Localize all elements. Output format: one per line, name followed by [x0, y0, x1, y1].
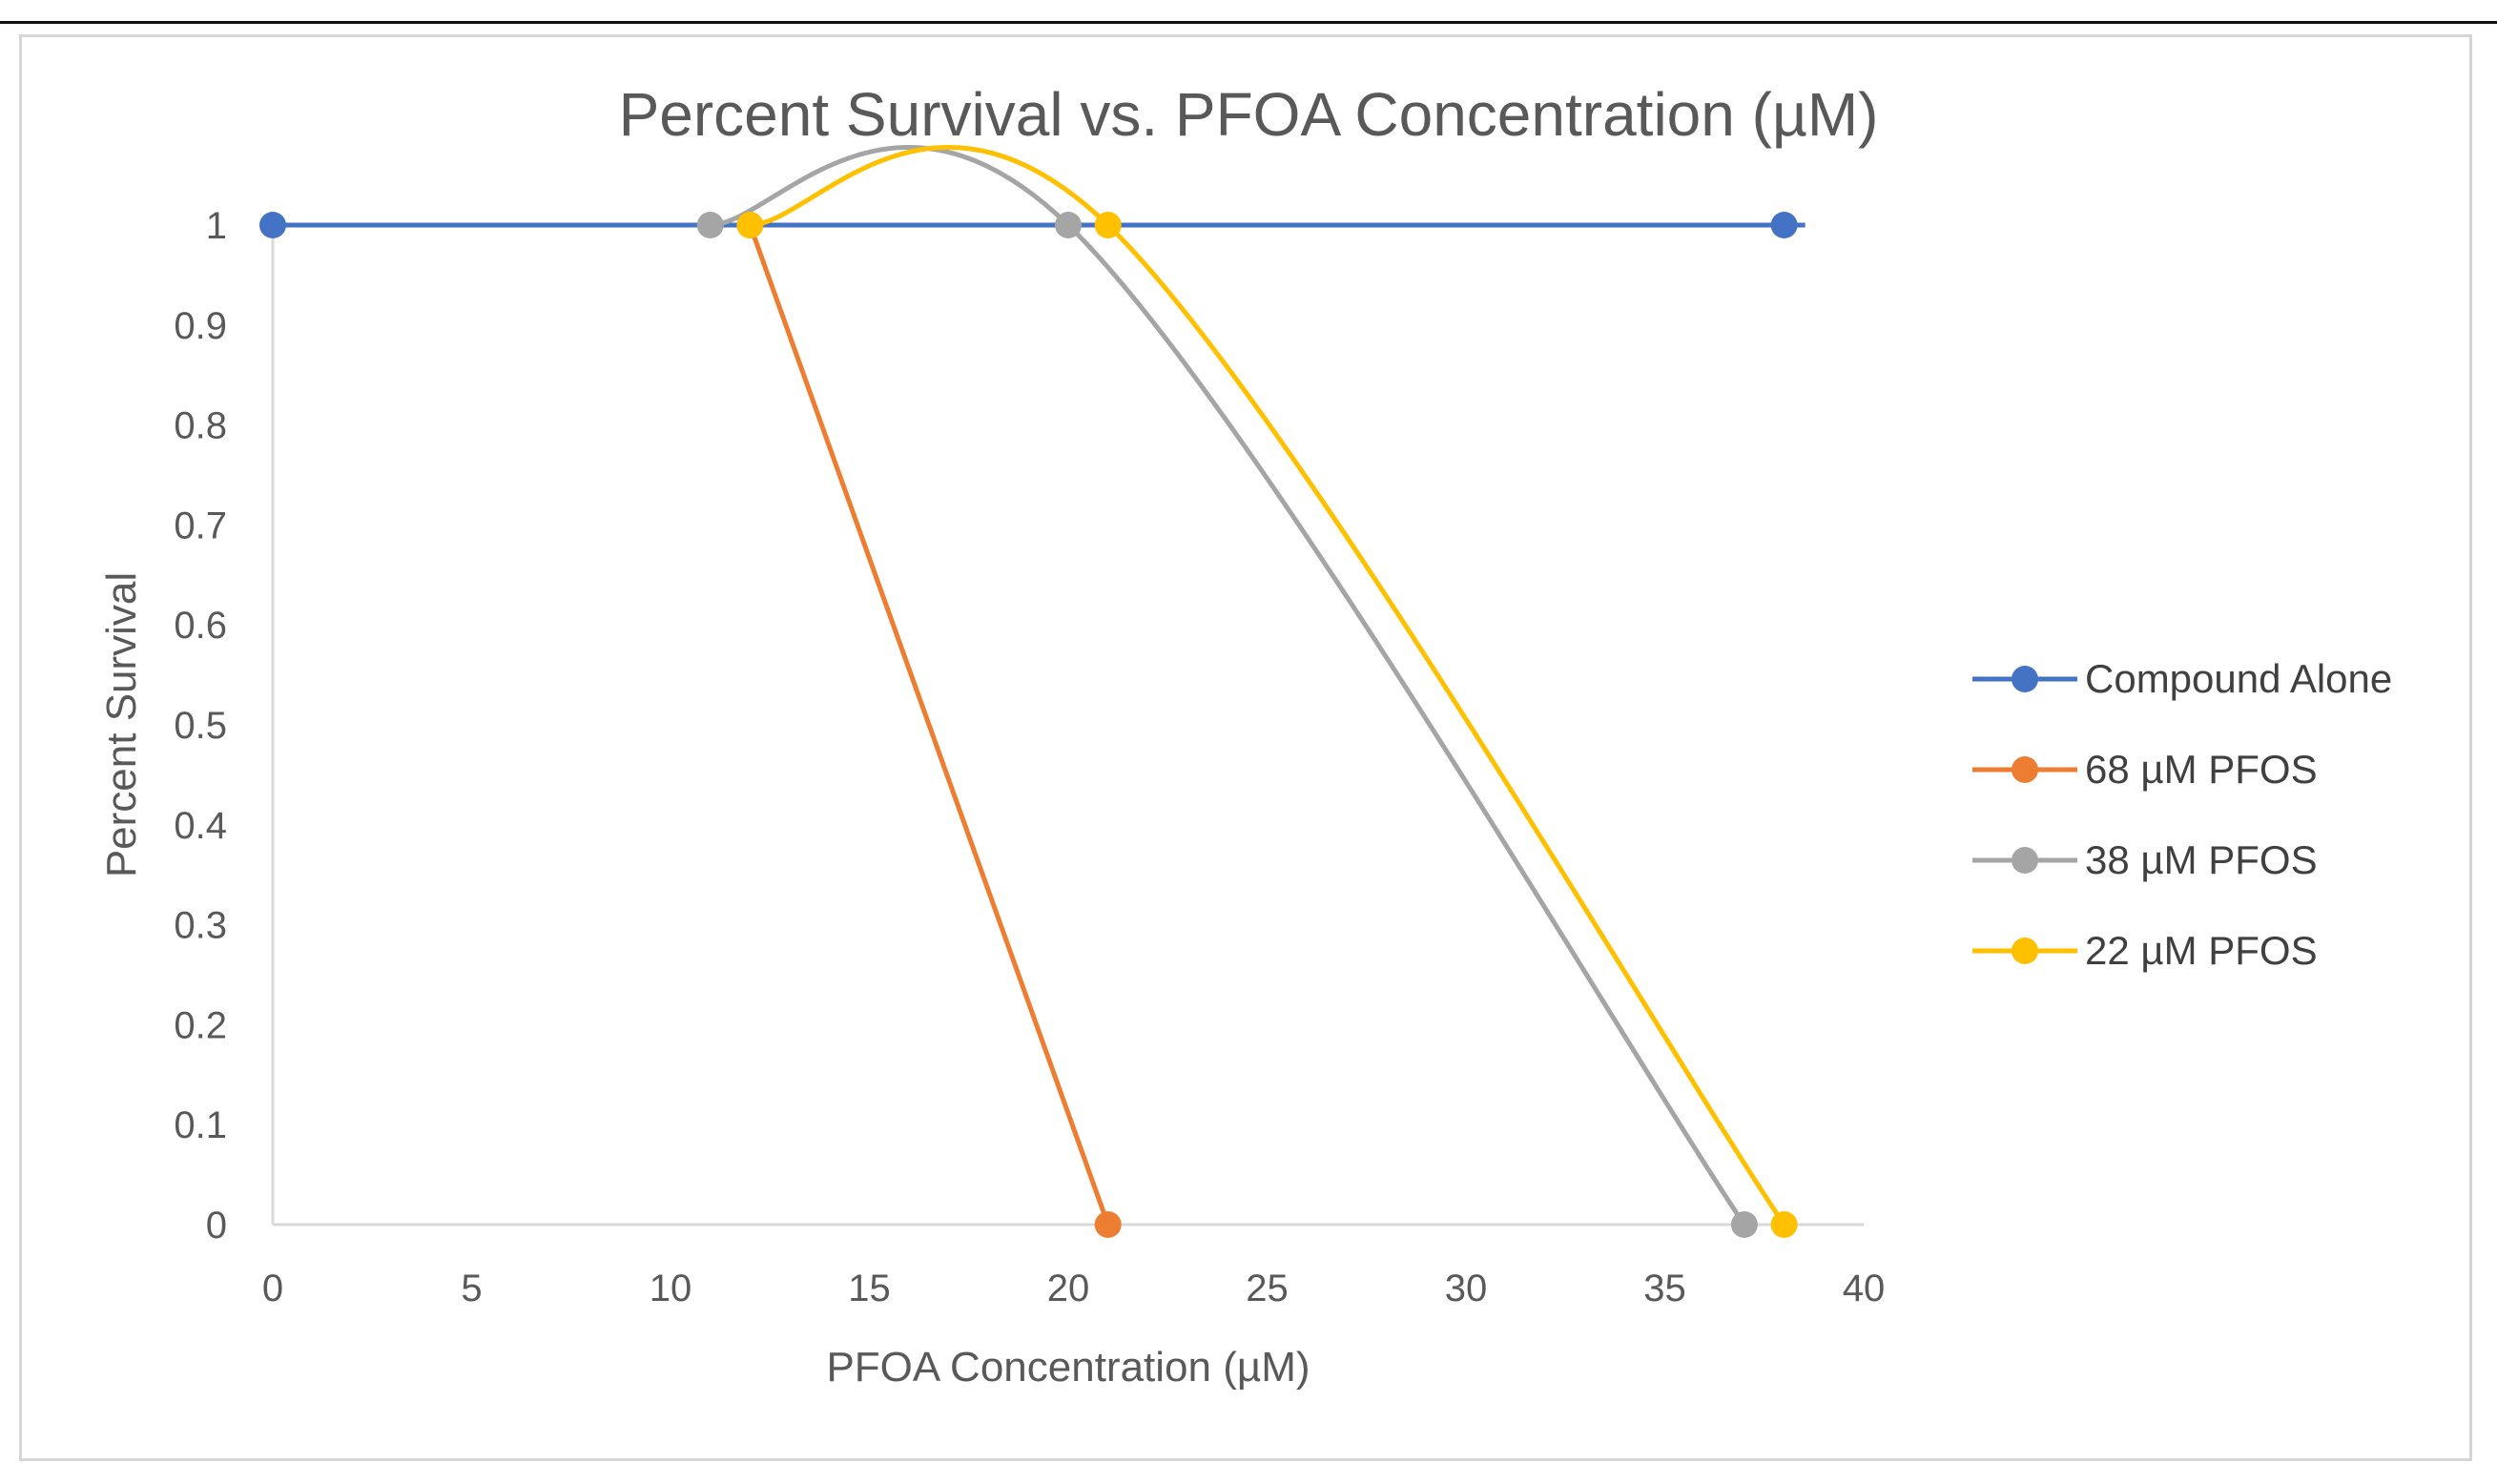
legend-item: 38 µM PFOS: [1972, 837, 2318, 882]
legend-swatch-marker: [2012, 847, 2038, 874]
data-point-series-2-0: [696, 212, 724, 238]
legend-item: 22 µM PFOS: [1972, 928, 2318, 973]
x-tick-label: 15: [848, 1268, 891, 1309]
series-line-2: [710, 144, 1746, 1226]
series-line-3: [750, 144, 1786, 1226]
y-axis-title: Percent Survival: [98, 572, 145, 877]
x-axis-title: PFOA Concentration (µM): [826, 1344, 1310, 1391]
y-tick-label: 0.1: [174, 1104, 227, 1146]
axes: [271, 225, 1864, 1226]
series-markers: [259, 212, 1798, 1238]
series-layer: [259, 144, 1806, 1238]
data-point-series-1-1: [1094, 1211, 1122, 1238]
legend-label: Compound Alone: [2085, 656, 2392, 701]
x-tick-label: 35: [1643, 1268, 1686, 1309]
y-tick-label: 0.8: [174, 405, 227, 447]
x-tick-label: 20: [1047, 1268, 1090, 1309]
series-line-1: [748, 224, 1111, 1226]
data-point-series-0-1: [1770, 212, 1798, 238]
legend-swatch-marker: [2012, 756, 2038, 783]
y-tick-label: 0.9: [174, 305, 227, 347]
data-point-series-3-1: [1094, 212, 1122, 238]
top-border-rule: [0, 21, 2497, 24]
y-tick-label: 0.3: [174, 905, 227, 947]
chart-title: Percent Survival vs. PFOA Concentration …: [619, 80, 1879, 149]
x-tick-label: 5: [461, 1268, 482, 1309]
series-lines: [273, 144, 1806, 1226]
data-point-series-3-2: [1770, 1211, 1798, 1238]
data-point-series-2-1: [1055, 212, 1082, 238]
y-tick-label: 0.2: [174, 1004, 227, 1046]
legend-item: 68 µM PFOS: [1972, 747, 2318, 792]
x-tick-label: 25: [1246, 1268, 1289, 1309]
legend-label: 68 µM PFOS: [2085, 747, 2318, 792]
y-tick-label: 0: [206, 1205, 227, 1247]
tick-labels: 0 5 10 15 20 25 30 35 40 0 0.1 0.2 0.3 0.4 0.5 0.6 0.7 0.…: [174, 205, 1885, 1309]
legend-swatch-marker: [2012, 938, 2038, 964]
legend: Compound Alone 68 µM PFOS 38 µM PFOS 22 µM …: [1972, 656, 2392, 973]
x-tick-label: 40: [1843, 1268, 1886, 1309]
y-tick-label: 0.7: [174, 505, 227, 546]
legend-label: 38 µM PFOS: [2085, 837, 2318, 882]
data-point-series-2-2: [1730, 1211, 1758, 1238]
x-tick-label: 30: [1445, 1268, 1488, 1309]
legend-item: Compound Alone: [1972, 656, 2392, 701]
data-point-series-0-0: [259, 212, 286, 238]
x-tick-label: 10: [650, 1268, 692, 1309]
y-tick-label: 0.6: [174, 605, 227, 647]
y-tick-label: 1: [206, 205, 227, 247]
y-tick-label: 0.4: [174, 805, 227, 847]
x-tick-label: 0: [262, 1268, 283, 1309]
legend-swatch-marker: [2012, 666, 2038, 692]
y-tick-label: 0.5: [174, 705, 227, 747]
data-point-series-3-0: [736, 212, 764, 238]
legend-label: 22 µM PFOS: [2085, 928, 2318, 973]
